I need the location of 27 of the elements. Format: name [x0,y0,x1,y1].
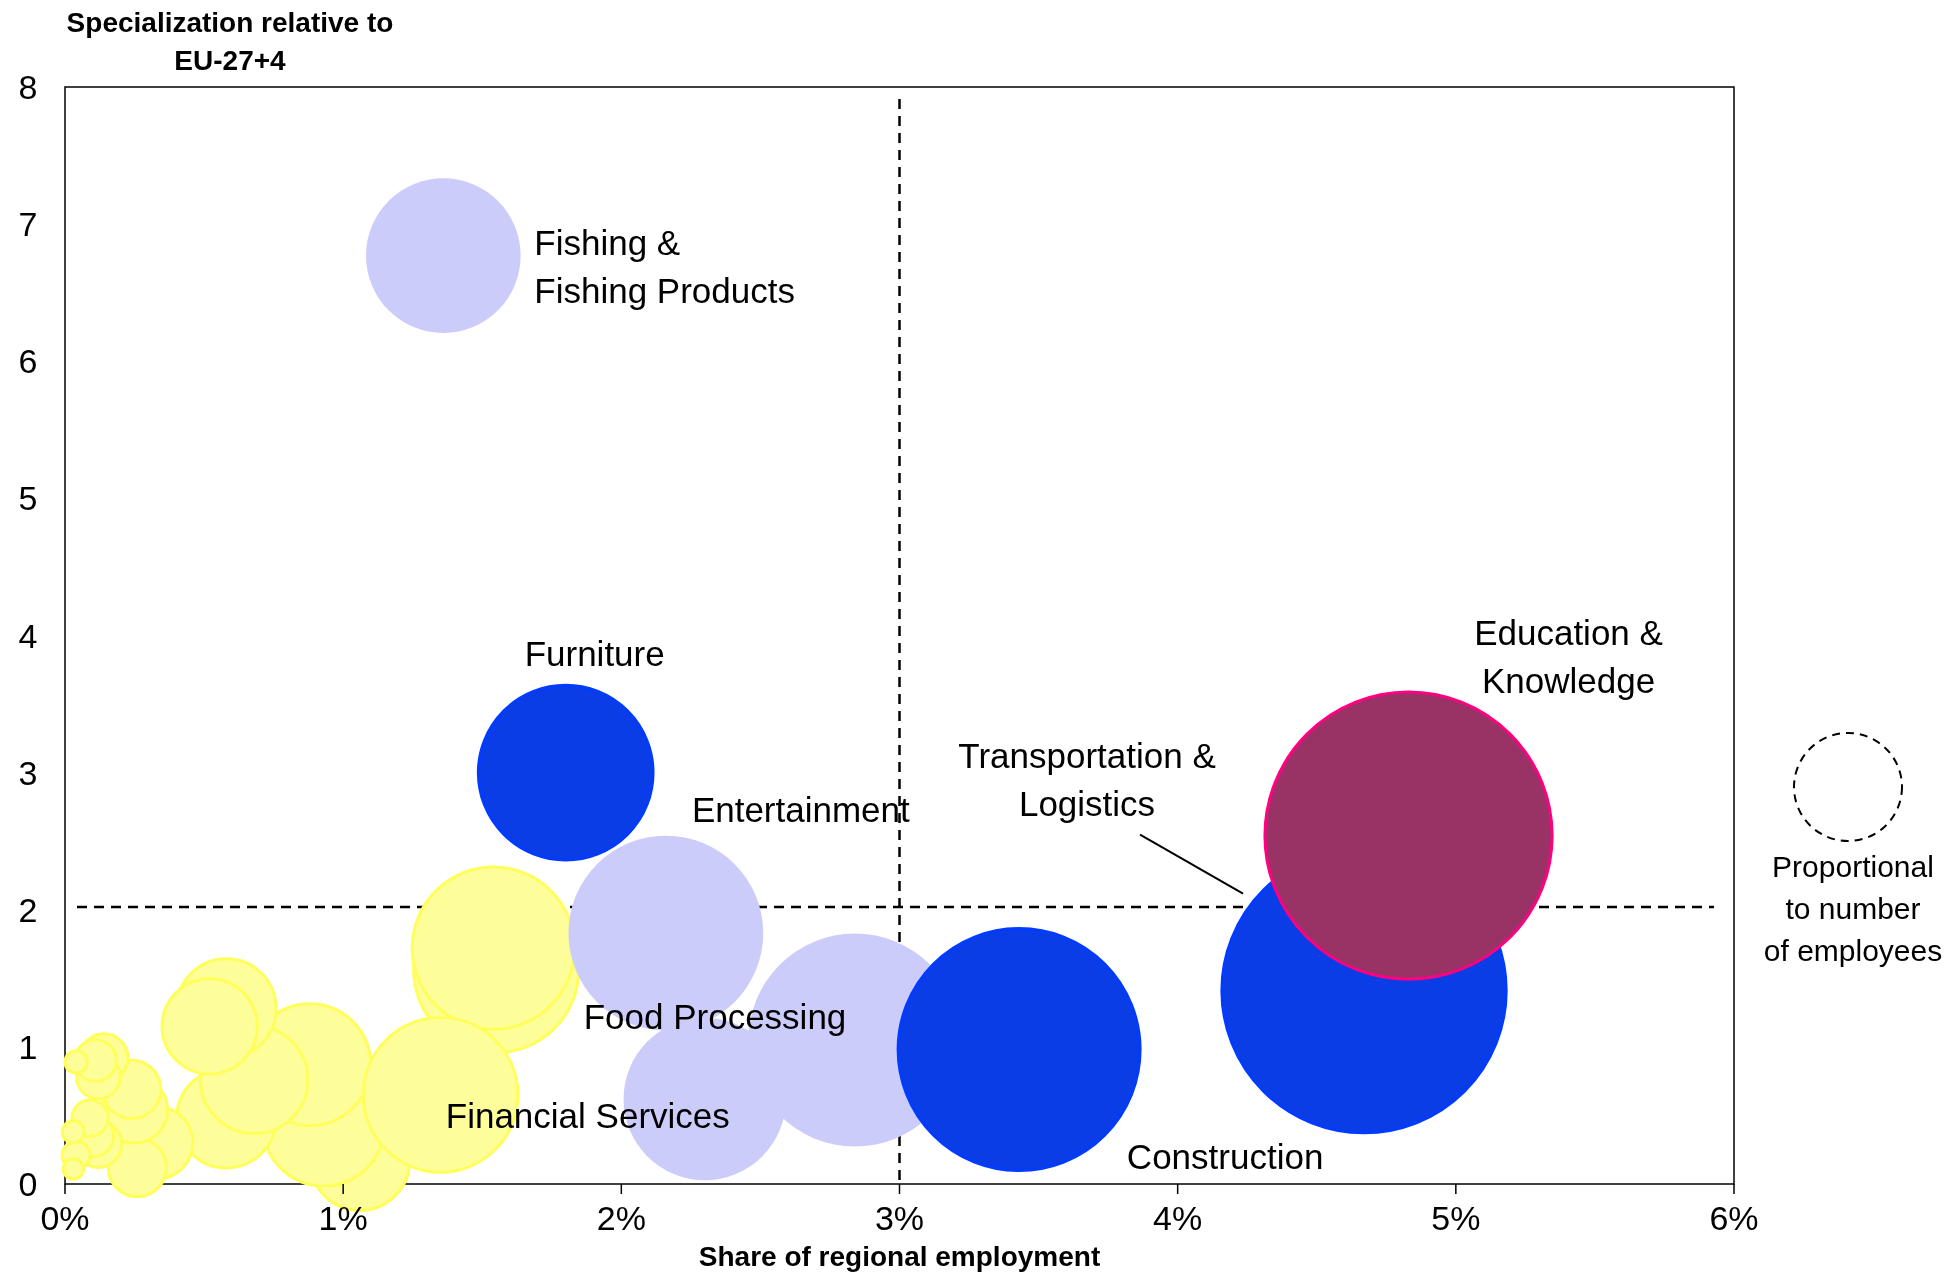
x-tick-label: 1% [318,1199,368,1237]
y-tick-label: 1 [18,1027,38,1066]
x-tick-label: 6% [1709,1199,1759,1237]
y-axis-title: Specialization relative to EU-27+4 [66,6,394,76]
series-label: Food Processing [583,996,847,1036]
y-tick-label: 7 [18,205,38,244]
series-label: Furniture [524,633,665,673]
y-tick-label: 3 [18,753,38,792]
x-axis-title: Share of regional employment [698,1240,1101,1272]
y-tick-label: 2 [18,890,38,929]
y-tick-label: 0 [18,1165,38,1203]
y-tick-label: 8 [18,68,38,106]
series-label: Fishing & Fishing Products [534,222,795,310]
y-tick-label: 6 [18,342,38,381]
text: Transportation & Logistics [958,735,1216,823]
x-tick-label: 0% [40,1199,90,1237]
series-label: Entertainment [691,789,911,829]
x-tick-label: 2% [596,1199,646,1237]
y-tick-label: 5 [18,479,38,518]
series-label: Financial Services [445,1095,730,1135]
text: Proportional to number of employees [1763,849,1943,967]
x-tick-label: 5% [1431,1199,1481,1237]
series-label: Education & Knowledge [1474,612,1663,700]
x-tick-label: 3% [874,1199,925,1237]
y-tick-label: 4 [18,616,38,655]
x-tick-label: 4% [1153,1199,1203,1237]
series-label: Construction [1126,1136,1324,1176]
